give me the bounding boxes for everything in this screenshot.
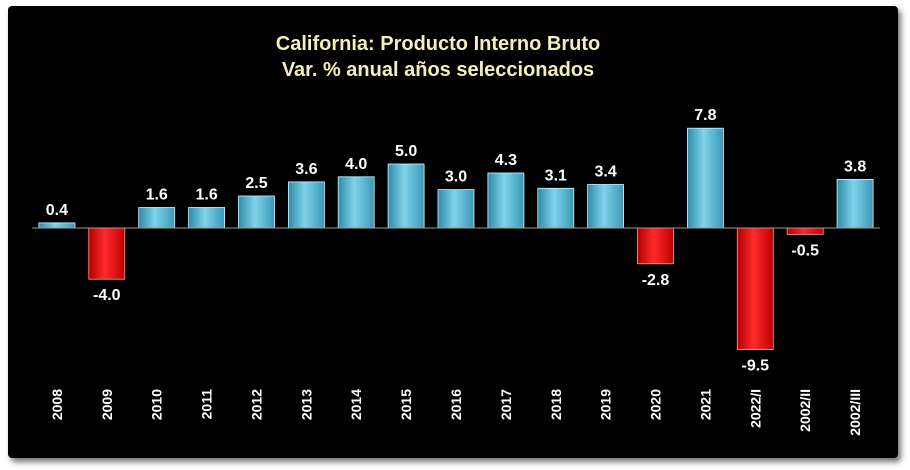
bar-2017 [487,172,525,229]
value-label-2013: 3.6 [295,161,317,178]
bar-2009 [88,227,126,280]
bar-2002/III [836,178,874,229]
value-label-2019: 3.4 [594,164,616,181]
category-label-2016: 2016 [448,389,464,420]
value-label-2022/I: -9.5 [742,358,770,375]
category-label-2008: 2008 [49,389,65,420]
bar-2022/I [736,227,774,350]
category-label-2020: 2020 [648,389,664,420]
value-label-2008: 0.4 [46,202,68,219]
category-label-2015: 2015 [398,389,414,420]
bar-2008 [38,222,76,229]
bar-2021 [687,127,724,229]
value-label-2018: 3.1 [545,167,567,184]
bar-2020 [637,227,674,265]
value-label-2016: 3.0 [445,169,467,186]
category-label-2022/I: 2022/I [747,389,763,428]
bar-2011 [188,207,226,229]
bar-2015 [387,163,425,229]
category-label-2017: 2017 [498,389,514,420]
bar-2002/II [786,227,824,235]
bars-layer [38,127,874,350]
category-label-2021: 2021 [697,389,713,420]
bar-2019 [587,184,624,229]
value-label-2020: -2.8 [642,272,670,289]
category-label-2018: 2018 [548,389,564,420]
category-label-2019: 2019 [598,389,614,420]
bar-2014 [337,176,375,229]
chart-title: California: Producto Interno Bruto [276,33,600,55]
labels-layer: 0.4 2008 -4.0 2009 1.6 2010 1.6 2011 2.5 2012 3.6 2… [46,107,867,436]
value-label-2017: 4.3 [495,152,517,169]
bar-2018 [537,187,575,229]
category-label-2010: 2010 [149,389,165,420]
category-label-2014: 2014 [348,389,364,420]
chart-subtitle: Var. % anual años seleccionados [282,59,594,81]
category-label-2009: 2009 [99,389,115,420]
category-label-2011: 2011 [199,389,215,420]
value-label-2009: -4.0 [93,287,121,304]
value-label-2012: 2.5 [245,175,267,192]
value-label-2002/II: -0.5 [791,242,819,259]
value-label-2011: 1.6 [195,187,217,204]
bar-2010 [138,207,176,229]
bar-2012 [238,195,275,229]
category-label-2002/II: 2002/II [797,389,813,432]
value-label-2014: 4.0 [345,156,367,173]
value-label-2015: 5.0 [395,143,417,160]
value-label-2010: 1.6 [146,187,168,204]
value-label-2021: 7.8 [694,107,716,124]
value-label-2002/III: 3.8 [844,158,866,175]
category-label-2012: 2012 [249,389,265,420]
category-label-2013: 2013 [298,389,314,420]
bar-2016 [437,189,475,229]
bar-2013 [287,181,325,229]
category-label-2002/III: 2002/III [847,389,863,436]
